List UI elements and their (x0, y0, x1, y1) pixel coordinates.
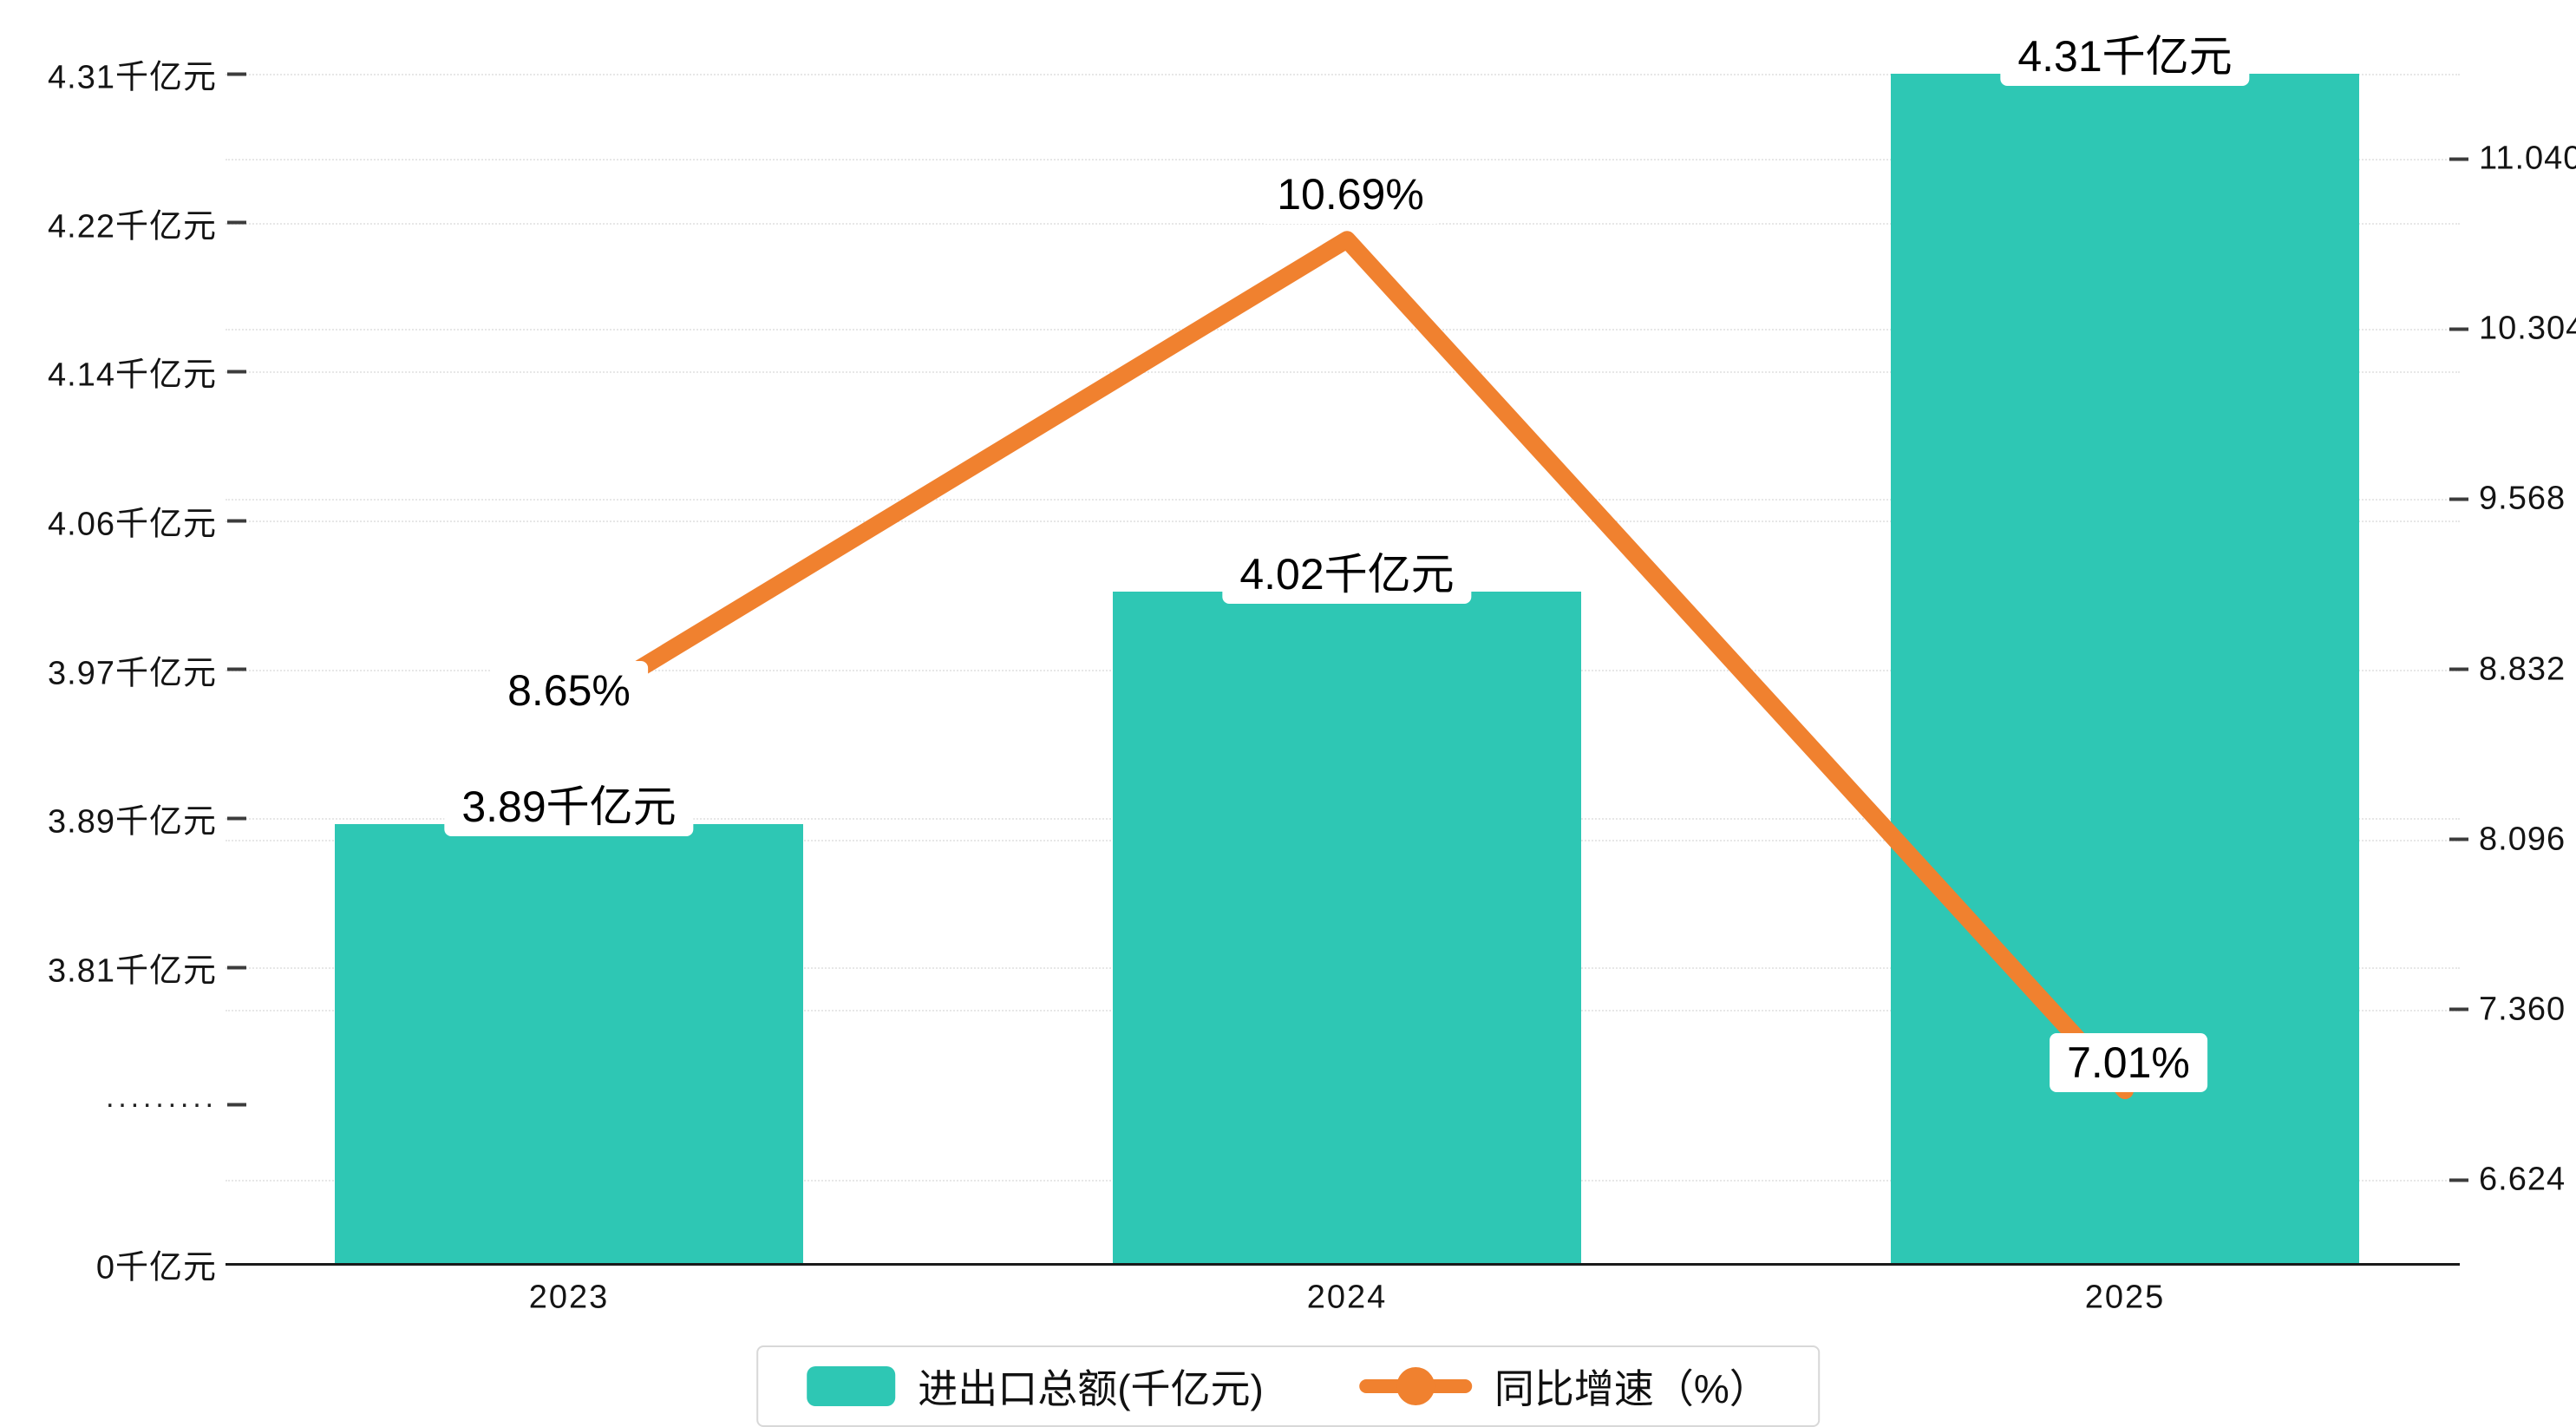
y-axis-break-label: ········· (105, 1087, 217, 1121)
tick-mark-icon (2449, 1007, 2468, 1011)
y-axis-right-tick-label: 9.568 (2479, 480, 2566, 517)
y-axis-left-tick-label: 3.81千亿元 (48, 952, 217, 990)
legend-item-bar-series[interactable]: 进出口总额(千亿元) (807, 1358, 1264, 1415)
y-axis-left-tick: 4.06千亿元 (5, 497, 246, 545)
line-series-marker-icon (1358, 1367, 1472, 1405)
y-axis-break: ········· (5, 1088, 246, 1122)
tick-mark-icon (2449, 667, 2468, 671)
y-axis-left-tick: 4.22千亿元 (5, 199, 246, 246)
tick-mark-icon (2449, 327, 2468, 331)
tick-mark-icon (2449, 157, 2468, 160)
y-axis-right-tick: 11.040 (2449, 141, 2576, 178)
gridline (226, 74, 2460, 75)
y-axis-left-tick-label: 4.06千亿元 (48, 506, 217, 543)
tick-mark-icon (227, 1103, 246, 1106)
legend-label-bar-series: 进出口总额(千亿元) (918, 1366, 1264, 1411)
y-axis-right-tick: 7.360 (2449, 991, 2566, 1028)
tick-mark-icon (227, 220, 246, 225)
x-axis-label-2025: 2025 (2084, 1279, 2166, 1316)
line-value-label: 10.69% (1259, 165, 1442, 225)
y-axis-left-tick: 3.97千亿元 (5, 645, 246, 693)
line-value-label: 8.65% (490, 661, 648, 720)
y-axis-left-tick-label: 4.14千亿元 (48, 357, 217, 394)
y-axis-right-tick-label: 11.040 (2479, 140, 2576, 177)
bar-series-swatch-icon (807, 1366, 896, 1406)
tick-mark-icon (2449, 1178, 2468, 1182)
y-axis-right-tick-label: 10.304 (2479, 310, 2576, 347)
gridline (226, 159, 2460, 160)
x-axis-line (226, 1263, 2460, 1266)
tick-mark-icon (2449, 497, 2468, 501)
legend-item-line-series[interactable]: 同比增速（%） (1358, 1358, 1769, 1415)
bar-2023[interactable] (335, 824, 803, 1264)
y-axis-right-tick-label: 8.832 (2479, 651, 2566, 687)
bar-value-label: 4.31千亿元 (2000, 27, 2250, 86)
y-axis-left-tick: 4.31千亿元 (5, 50, 246, 98)
y-axis-right-tick: 9.568 (2449, 481, 2566, 518)
y-axis-right-tick-label: 8.096 (2479, 821, 2566, 858)
tick-mark-icon (227, 966, 246, 969)
legend-label-line-series: 同比增速（%） (1494, 1366, 1769, 1411)
y-axis-left-tick-label: 3.89千亿元 (48, 803, 217, 841)
y-axis-right-tick-label: 6.624 (2479, 1161, 2566, 1198)
tick-mark-icon (227, 667, 246, 671)
y-axis-left-tick: 3.89千亿元 (5, 795, 246, 842)
line-value-label: 7.01% (2050, 1033, 2207, 1093)
y-axis-right-tick-label: 7.360 (2479, 991, 2566, 1028)
y-axis-left-tick-label: 4.22千亿元 (48, 208, 217, 245)
line-series-dot-icon (1396, 1367, 1435, 1405)
y-axis-right-tick: 6.624 (2449, 1162, 2566, 1199)
y-axis-right-tick: 8.832 (2449, 651, 2566, 688)
tick-mark-icon (2449, 837, 2468, 841)
tick-mark-icon (227, 370, 246, 374)
tick-mark-icon (227, 816, 246, 821)
y-axis-zero: 0千亿元 (5, 1240, 217, 1288)
y-axis-right-tick: 8.096 (2449, 821, 2566, 858)
legend: 进出口总额(千亿元) 同比增速（%） (756, 1345, 1820, 1427)
y-axis-right-tick: 10.304 (2449, 311, 2576, 348)
y-axis-left-tick: 3.81千亿元 (5, 944, 246, 992)
x-axis-label-2024: 2024 (1306, 1279, 1388, 1316)
bar-value-label: 4.02千亿元 (1222, 545, 1472, 605)
bar-2024[interactable] (1113, 592, 1581, 1264)
y-axis-left-tick-label: 4.31千亿元 (48, 59, 217, 96)
x-axis-label-2023: 2023 (528, 1279, 610, 1316)
tick-mark-icon (227, 72, 246, 75)
y-axis-zero-label: 0千亿元 (95, 1249, 217, 1286)
tick-mark-icon (227, 519, 246, 522)
y-axis-left-tick-label: 3.97千亿元 (48, 655, 217, 692)
y-axis-left-tick: 4.14千亿元 (5, 348, 246, 396)
bar-value-label: 3.89千亿元 (444, 777, 694, 837)
